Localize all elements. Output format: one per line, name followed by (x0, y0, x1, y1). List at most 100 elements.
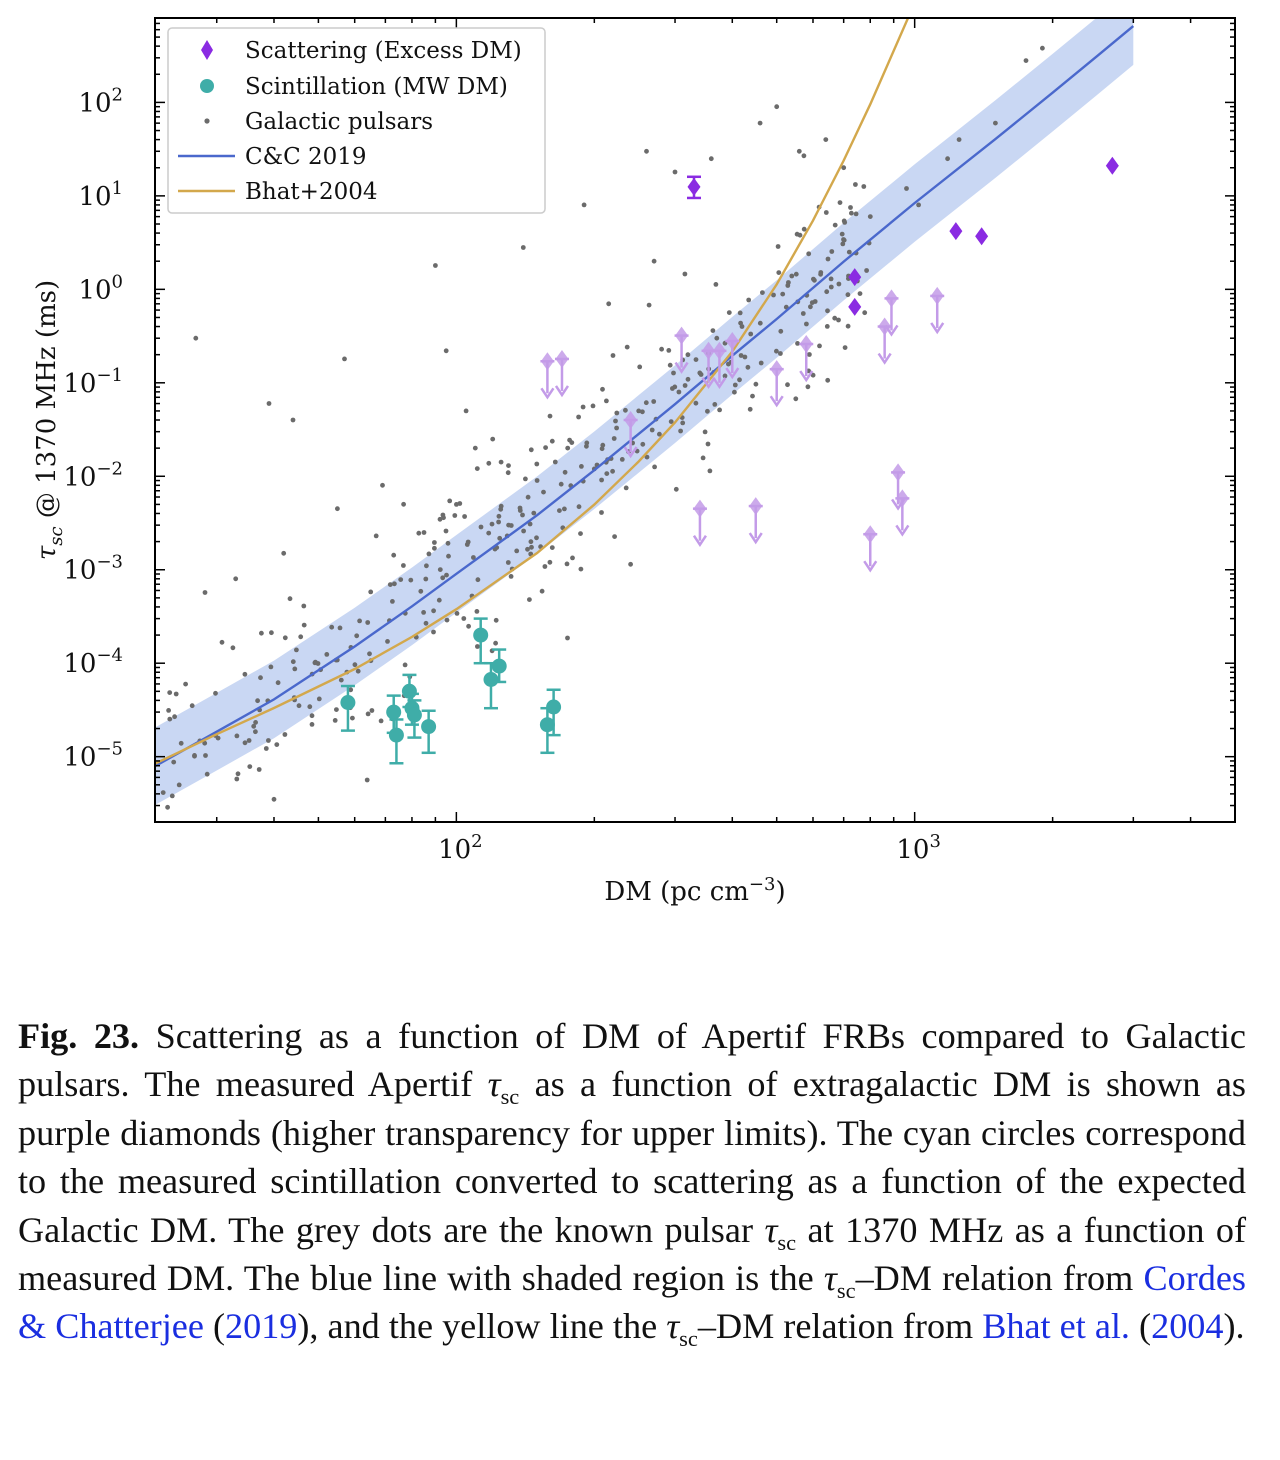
pulsar-point (309, 713, 315, 719)
pulsar-point (832, 222, 838, 228)
citation-year-link[interactable]: 2019 (225, 1306, 298, 1347)
citation-link[interactable]: Cordes & Chatterjee (18, 1258, 1246, 1347)
pulsar-point (368, 589, 374, 595)
pulsar-point (547, 413, 553, 419)
pulsar-point (806, 251, 812, 257)
pulsar-point (774, 348, 779, 354)
pulsar-point (842, 345, 848, 350)
upper-limit-arrowhead (701, 377, 716, 390)
pulsar-point (508, 574, 514, 579)
pulsar-point (825, 308, 830, 314)
upper-limit-diamond (555, 349, 569, 368)
scattering-diamond (1105, 156, 1119, 175)
pulsar-point (166, 708, 172, 713)
caption-text: Scattering as a function of DM of Aperti… (18, 1016, 1246, 1105)
pulsar-point (329, 624, 335, 630)
upper-limit-diamond (675, 326, 689, 345)
pulsar-point (745, 364, 751, 370)
upper-limit-arrowhead (748, 532, 763, 545)
upper-limit-arrowhead (895, 524, 910, 537)
pulsar-point (342, 356, 347, 362)
pulsar-point (666, 348, 672, 353)
pulsar-point (581, 202, 587, 208)
pulsar-point (167, 690, 173, 695)
pulsar-point (640, 441, 646, 447)
pulsar-point (493, 617, 499, 623)
pulsar-point (828, 284, 834, 290)
pulsar-point (737, 377, 742, 383)
pulsar-point (307, 704, 313, 710)
pulsar-point (466, 623, 471, 629)
pulsar-point (316, 696, 322, 702)
pulsar-point (600, 442, 606, 448)
pulsar-point (269, 630, 274, 636)
caption-sub: sc (679, 1326, 698, 1352)
pulsar-point (812, 277, 817, 283)
citation-year-link[interactable]: 2004 (1151, 1306, 1224, 1347)
pulsar-point (350, 715, 355, 721)
pulsar-point (606, 301, 612, 307)
pulsar-point (421, 530, 427, 535)
upper-limit-arrowhead (769, 395, 784, 408)
pulsar-point (552, 459, 558, 465)
axis-ticks: 102 103 10−5 10−4 10−3 10−2 10−1 100 101 102 (63, 17, 1236, 865)
y-tick-label: 10−3 (63, 552, 123, 586)
pulsar-point (567, 437, 572, 443)
pulsar-point (520, 245, 526, 250)
pulsar-point (817, 343, 822, 349)
pulsar-point (823, 210, 829, 215)
pulsar-point (367, 651, 372, 657)
pulsar-point (183, 681, 189, 687)
pulsar-point (646, 302, 652, 308)
pulsar-point (672, 384, 678, 390)
pulsar-point (219, 639, 225, 645)
pulsar-point (256, 767, 262, 772)
pulsar-point (203, 753, 208, 758)
pulsar-point (443, 348, 449, 354)
pulsar-point (785, 382, 790, 388)
pulsar-point (778, 328, 784, 334)
pulsar-point (352, 662, 358, 668)
caption-sub: sc (500, 1084, 520, 1110)
pulsar-point (213, 690, 218, 696)
pulsar-point (825, 377, 831, 383)
pulsar-point (202, 590, 208, 595)
pulsar-point (722, 373, 728, 379)
pulsar-point (242, 740, 248, 746)
pulsar-point (432, 545, 437, 551)
pulsar-point (757, 120, 763, 126)
scintillation-point (546, 699, 562, 715)
upper-limit-arrowhead (692, 534, 707, 547)
pulsar-point (253, 720, 258, 725)
pulsar-point (505, 560, 511, 565)
scattering-diamond (848, 297, 862, 316)
pulsar-point (275, 680, 281, 686)
pulsar-point (558, 481, 564, 487)
caption-text: –DM relation from (855, 1258, 1144, 1299)
pulsar-point (426, 551, 432, 557)
pulsar-point (309, 722, 315, 727)
pulsar-point (780, 291, 786, 297)
pulsar-point (234, 733, 240, 739)
pulsar-point (461, 616, 467, 621)
caption-text: at 1370 MHz as a function of measured DM… (18, 1209, 1246, 1299)
pulsar-point (529, 544, 534, 550)
pulsar-point (253, 729, 258, 735)
pulsar-point (497, 535, 503, 541)
y-tick-label: 10−5 (63, 739, 123, 773)
pulsar-point (828, 276, 834, 282)
citation-link[interactable]: Bhat et al. (982, 1306, 1130, 1347)
pulsar-point (521, 528, 526, 534)
svg-text:τsc @ 1370 MHz (ms): τsc @ 1370 MHz (ms) (32, 280, 67, 560)
pulsar-point (668, 419, 674, 424)
pulsar-point (547, 559, 553, 565)
scintillation-point (406, 707, 422, 723)
pulsar-point (475, 577, 481, 583)
pulsar-point (867, 214, 873, 220)
pulsar-point (401, 501, 406, 507)
galactic-pulsar-points (160, 45, 1045, 810)
pulsar-point (707, 468, 713, 474)
pulsar-point (778, 351, 783, 356)
upper-limit-arrowhead (930, 322, 945, 335)
pulsar-point (623, 485, 629, 491)
